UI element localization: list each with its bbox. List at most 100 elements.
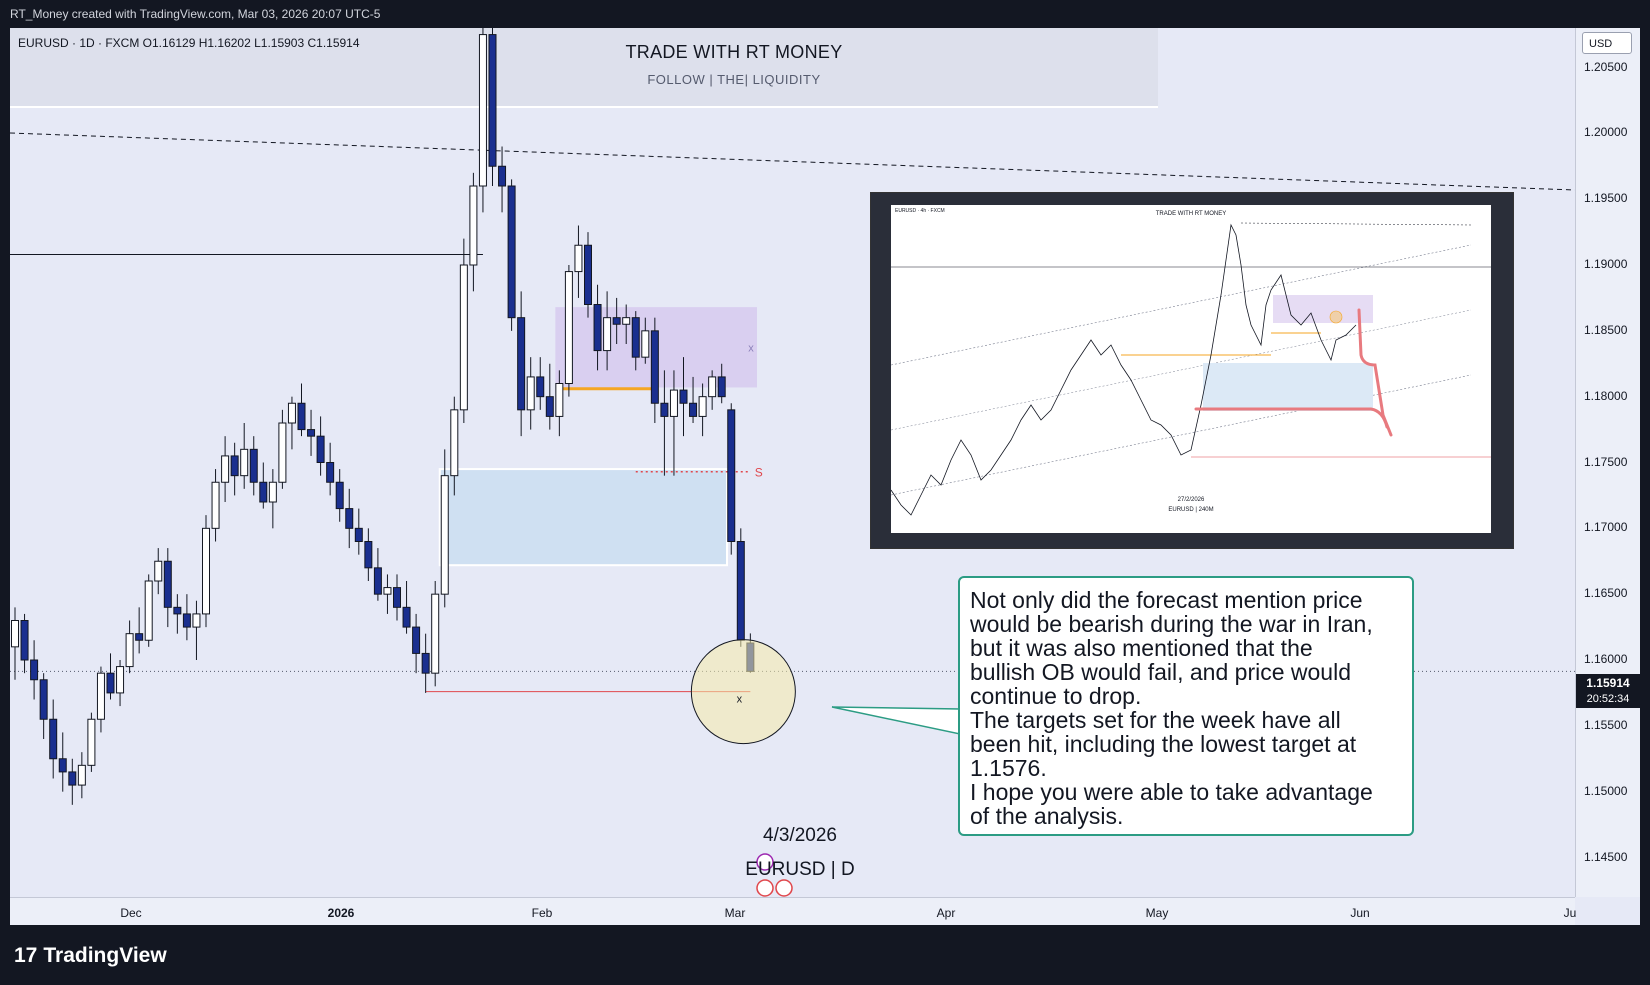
bear-candle-body [30, 659, 39, 681]
candle [192, 600, 201, 660]
candle [669, 370, 678, 476]
candle [326, 442, 335, 496]
bull-candle-body [698, 396, 707, 417]
price-tick: 1.18500 [1584, 322, 1628, 337]
candle [144, 574, 153, 647]
bear-candle-body [49, 718, 58, 760]
banner-title: TRADE WITH RT MONEY [625, 42, 843, 62]
inset-red-path [1194, 308, 1393, 437]
bull-candle-body [268, 481, 277, 503]
candle [660, 370, 669, 476]
bull-candle-body [240, 448, 249, 477]
tradingview-logo[interactable]: 17 TradingView [14, 944, 173, 968]
candle [297, 383, 306, 437]
candle [221, 436, 230, 502]
candle [96, 666, 105, 733]
price-tick: 1.20500 [1584, 59, 1628, 74]
annotation-line: of the analysis. [970, 803, 1124, 829]
candle [154, 548, 163, 595]
inset-right-toolbar [1491, 205, 1513, 548]
price-axis[interactable]: USD 1.20500 1.20000 1.19500 1.19000 1.18500 1… [1576, 28, 1640, 897]
bear-candle-body [173, 606, 182, 615]
target-x-marker: x [737, 694, 743, 706]
candlestick-chart: x Sx [10, 28, 1575, 897]
time-label-jul: Ju [1563, 906, 1577, 920]
candle [708, 370, 717, 410]
inset-dashed [1240, 222, 1472, 226]
bull-candle-body [440, 475, 449, 595]
bear-candle-body [259, 481, 268, 503]
bull-candle-body [383, 587, 392, 595]
candle [584, 232, 592, 318]
price-tick: 1.14500 [1584, 849, 1628, 864]
candle [536, 357, 545, 410]
candle [478, 28, 487, 213]
inset-time-axis [891, 533, 1491, 548]
candle [68, 758, 77, 805]
inset-date: 27/2/2026 [1177, 497, 1205, 503]
time-axis[interactable]: Dec 2026 Feb Mar Apr May Jun Ju [10, 897, 1577, 926]
bull-candle-body [192, 613, 201, 628]
bull-candle-body [574, 244, 583, 273]
caption-date: 4/3/2026 [763, 825, 837, 846]
bull-candle-body [202, 527, 210, 615]
price-tick: 1.19000 [1584, 257, 1628, 271]
candle [249, 436, 258, 496]
bear-candle-body [230, 455, 239, 477]
bear-candle-body [631, 317, 640, 358]
brand-name: TradingView [43, 944, 167, 967]
title-banner: TRADE WITH RT MONEY FOLLOW | THE| LIQUID… [10, 28, 1158, 108]
annotation-line: but it was also mentioned that the [970, 635, 1313, 661]
attribution-text: RT_Money created with TradingView.com, M… [10, 7, 381, 21]
bear-candle-body [412, 626, 421, 654]
price-tick: 1.19500 [1584, 191, 1628, 206]
candle [698, 383, 707, 437]
price-tick: 1.17500 [1584, 454, 1628, 469]
bear-candle-body [612, 317, 621, 325]
inset-marker-icon [1329, 310, 1343, 324]
currency-button[interactable]: USD [1582, 32, 1632, 54]
plot-area[interactable]: TRADE WITH RT MONEY FOLLOW | THE| LIQUID… [10, 28, 1576, 897]
symbol-info[interactable]: EURUSD · 1D · FXCM O1.16129 H1.16202 L1.… [18, 36, 360, 50]
candle [135, 607, 144, 654]
annotation-line: bullish OB would fail, and price would [970, 659, 1351, 685]
price-tick: 1.16000 [1584, 652, 1628, 666]
price-tick: 1.16500 [1584, 586, 1628, 601]
candle [58, 732, 67, 792]
candle [373, 548, 382, 601]
bull-candle-body [450, 409, 459, 477]
inset-plot: EURUSD · 4h · FXCM TRADE WITH RT MONEY 2… [891, 205, 1491, 533]
candle [402, 581, 411, 634]
annotation-line: Not only did the forecast mention price [970, 587, 1363, 613]
bear-candle-body [736, 541, 745, 641]
bear-candle-body [689, 402, 698, 417]
inset-channel-high [891, 244, 1472, 366]
chart-frame: TRADE WITH RT MONEY FOLLOW | THE| LIQUID… [10, 28, 1640, 926]
candle [622, 304, 631, 344]
price-tick: 1.15500 [1584, 717, 1628, 732]
bull-candle-body [125, 633, 134, 668]
bear-candle-body [326, 462, 335, 483]
candle [287, 396, 296, 450]
candle [603, 291, 612, 371]
inset-channel-low [891, 374, 1472, 496]
annotation-line: continue to drop. [970, 683, 1142, 709]
level-s-label: S [755, 466, 763, 480]
inset-header: EURUSD · 4h · FXCM [895, 208, 945, 214]
candle [469, 172, 478, 292]
candle [163, 548, 172, 628]
bear-candle-body [163, 560, 172, 608]
bear-candle-body [316, 435, 325, 463]
time-label-may: May [1145, 906, 1169, 920]
candle [278, 409, 287, 489]
trendline-dashed [10, 132, 1575, 191]
candle [641, 317, 650, 364]
bear-candle-body [354, 527, 363, 543]
inset-title: TRADE WITH RT MONEY [1155, 211, 1227, 217]
annotation-line: The targets set for the week have all [970, 707, 1341, 733]
bear-candle-body [584, 244, 592, 305]
annotation-line: 1.1576. [970, 755, 1047, 781]
bull-candle-body [116, 666, 125, 694]
event-flag-icon [756, 879, 774, 897]
bull-candle-body [278, 422, 287, 483]
